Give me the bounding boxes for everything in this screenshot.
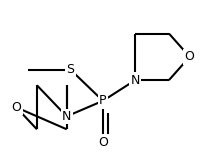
- Text: O: O: [185, 50, 195, 63]
- Text: S: S: [67, 63, 75, 76]
- Text: N: N: [62, 110, 71, 123]
- Text: O: O: [11, 101, 21, 114]
- Text: N: N: [131, 74, 140, 87]
- Text: P: P: [99, 94, 107, 107]
- Text: O: O: [98, 136, 108, 149]
